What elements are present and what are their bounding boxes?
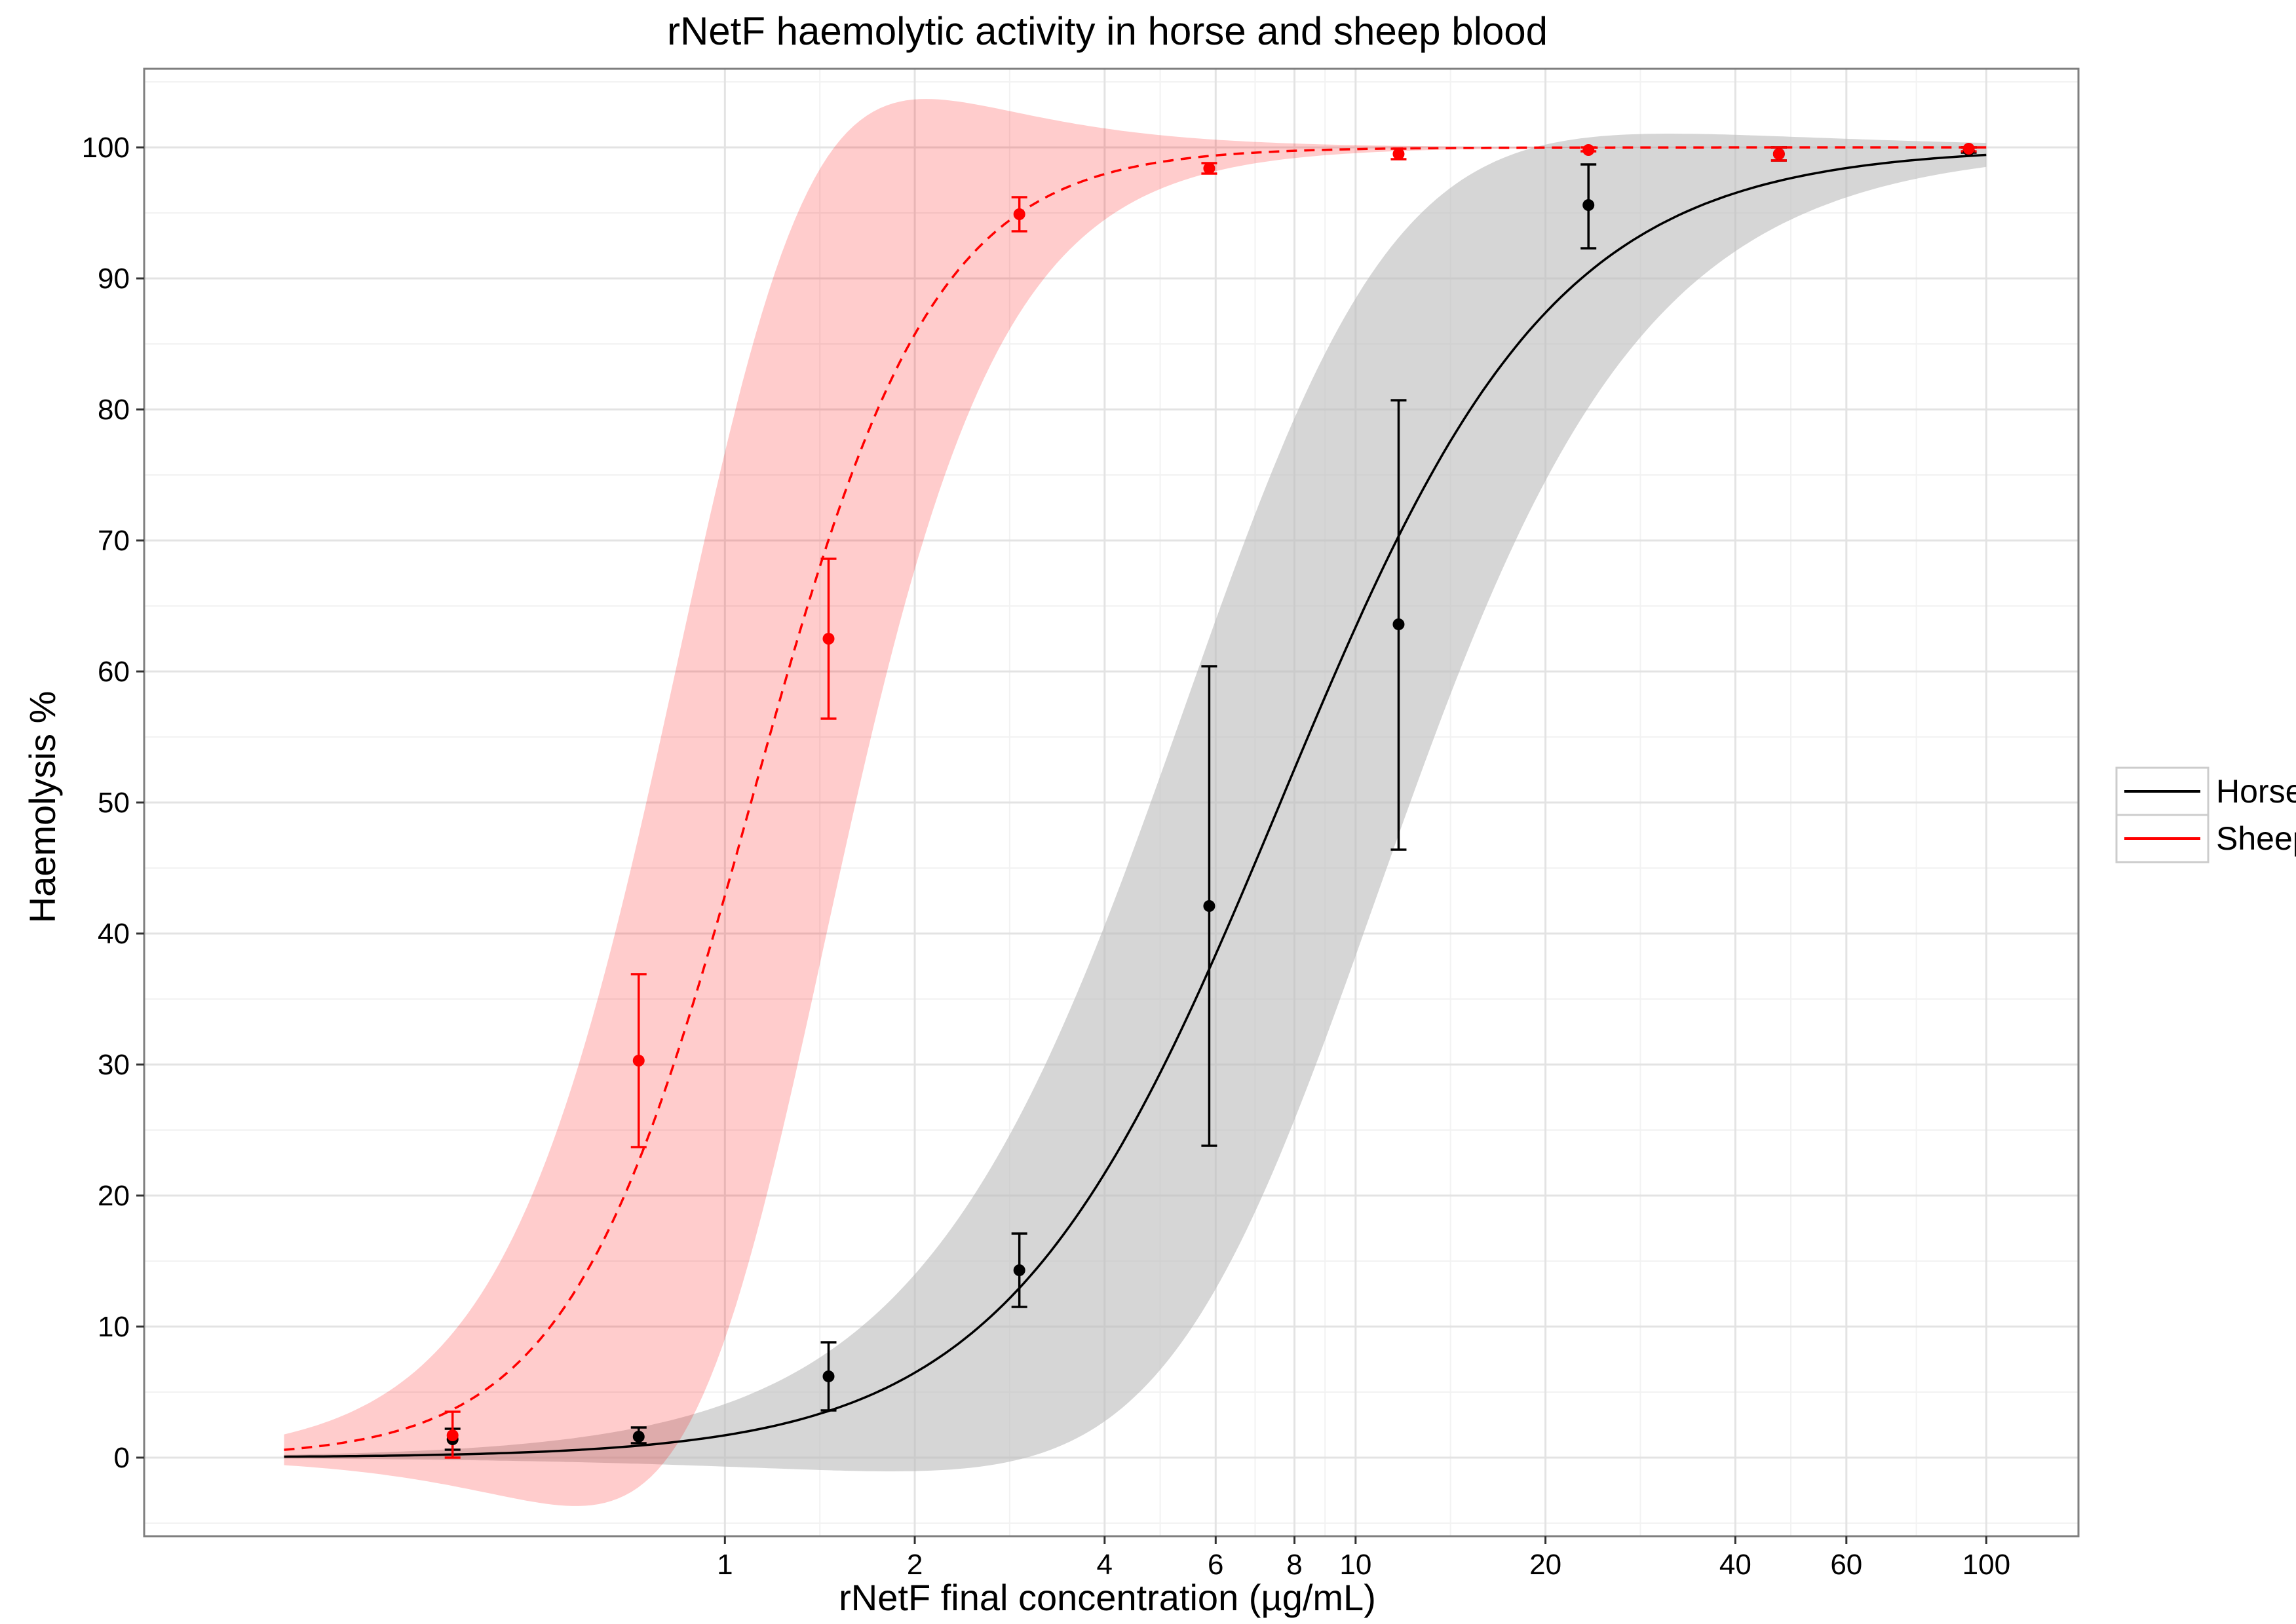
data-point-horse [1392, 618, 1405, 630]
data-point-sheep [1772, 148, 1785, 160]
x-tick-label: 6 [1208, 1549, 1223, 1581]
plot-area [143, 67, 2080, 1538]
legend-item-sheep: Sheep [2115, 814, 2296, 863]
legend-label-horse: Horse [2216, 773, 2296, 810]
confidence-bands [284, 99, 1987, 1506]
y-tick-label: 50 [98, 787, 130, 819]
fit-curves [284, 146, 1987, 1458]
y-tick-label: 80 [98, 394, 130, 426]
data-point-sheep [1582, 144, 1595, 156]
x-tick-label: 8 [1286, 1549, 1302, 1581]
legend: Horse Sheep [2115, 766, 2296, 863]
data-point-sheep [1203, 162, 1215, 174]
x-tick-label: 60 [1830, 1549, 1862, 1581]
confidence-band-sheep [284, 99, 1987, 1506]
data-points [446, 143, 1975, 1445]
fit-curve-sheep [284, 146, 1987, 1451]
y-tick-label: 0 [114, 1442, 130, 1474]
data-point-horse [1203, 900, 1215, 912]
y-tick-label: 100 [82, 132, 130, 164]
y-axis-label: Haemolysis % [22, 691, 63, 924]
x-tick-label: 4 [1097, 1549, 1113, 1581]
confidence-band-horse [284, 134, 1987, 1471]
y-tick-label: 10 [98, 1311, 130, 1343]
y-axis: 0 10 20 30 40 50 60 70 80 90 100 [82, 132, 144, 1474]
data-point-sheep [446, 1429, 459, 1441]
x-tick-label: 100 [1962, 1549, 2010, 1581]
legend-item-horse: Horse [2115, 766, 2296, 816]
data-point-sheep [632, 1055, 645, 1067]
data-point-sheep [1392, 148, 1405, 160]
x-axis-label: rNetF final concentration (µg/mL) [839, 1577, 1376, 1618]
data-point-horse [822, 1370, 835, 1382]
x-tick-label: 10 [1339, 1549, 1371, 1581]
y-tick-label: 20 [98, 1180, 130, 1212]
x-tick-label: 40 [1719, 1549, 1751, 1581]
x-tick-label: 1 [717, 1549, 733, 1581]
data-point-horse [1582, 199, 1595, 211]
x-tick-label: 2 [907, 1549, 923, 1581]
data-point-horse [1013, 1264, 1025, 1276]
x-axis: 1 2 4 6 8 10 20 40 60 100 [717, 1536, 2010, 1581]
y-tick-label: 90 [98, 263, 130, 295]
y-tick-label: 40 [98, 918, 130, 950]
data-point-sheep [1013, 208, 1025, 220]
y-tick-label: 70 [98, 525, 130, 557]
data-point-sheep [822, 633, 835, 645]
y-tick-label: 60 [98, 656, 130, 688]
data-point-horse [632, 1431, 645, 1443]
data-point-sheep [1962, 143, 1975, 155]
chart-title: rNetF haemolytic activity in horse and s… [667, 9, 1548, 53]
x-tick-label: 20 [1529, 1549, 1561, 1581]
legend-label-sheep: Sheep [2216, 820, 2296, 857]
fit-curve-horse [284, 153, 1987, 1458]
y-tick-label: 30 [98, 1049, 130, 1081]
